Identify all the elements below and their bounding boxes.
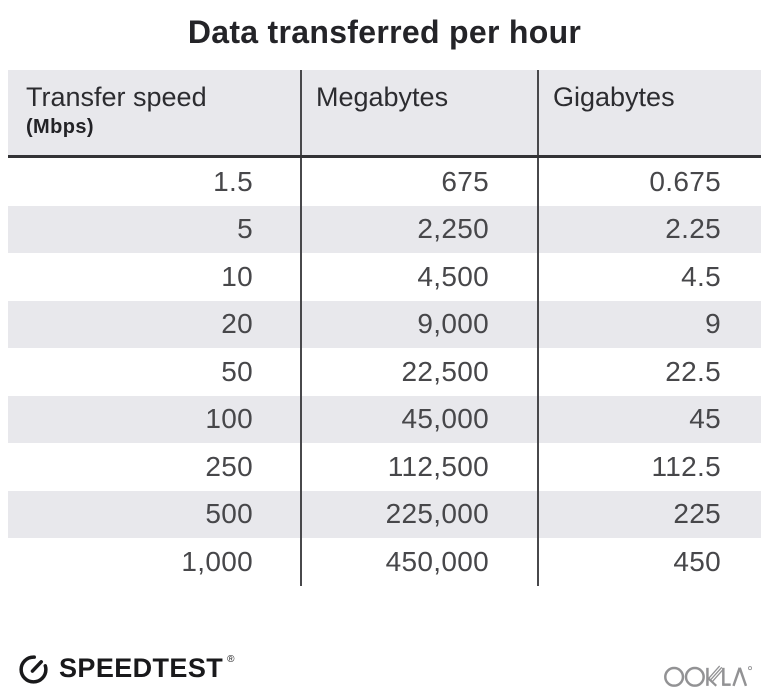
gigabytes-cell: 225 (673, 498, 721, 530)
speed-cell: 10 (8, 253, 302, 301)
megabytes-cell: 22,500 (302, 348, 539, 396)
speed-cell: 50 (8, 348, 302, 396)
ookla-wordmark-icon (664, 665, 752, 687)
speedtest-wordmark: SPEEDTEST (59, 653, 224, 683)
speed-cell: 1.5 (8, 158, 302, 206)
table-row: 10 4,500 4.5 (8, 253, 761, 301)
header-megabytes: Megabytes (302, 70, 539, 155)
megabytes-cell: 4,500 (302, 253, 539, 301)
speedtest-gauge-icon (17, 652, 50, 685)
megabytes-cell: 225,000 (302, 490, 539, 538)
gigabytes-cell: 45 (689, 403, 721, 435)
megabytes-cell: 450,000 (302, 538, 539, 586)
header-transfer-speed-label: Transfer speed (26, 82, 207, 112)
header-transfer-speed: Transfer speed (Mbps) (8, 70, 302, 155)
megabytes-cell: 9,000 (302, 300, 539, 348)
megabytes-cell: 2,250 (302, 205, 539, 253)
header-mbps-unit: (Mbps) (26, 116, 94, 139)
page-title: Data transferred per hour (187, 14, 582, 50)
speed-cell: 100 (8, 395, 302, 443)
speed-cell: 20 (8, 300, 302, 348)
table-row: 20 9,000 9 (8, 300, 761, 348)
gigabytes-cell: 22.5 (665, 355, 721, 387)
megabytes-cell: 112,500 (302, 443, 539, 491)
megabytes-cell: 45,000 (302, 395, 539, 443)
table-row: 1,000 450,000 450 (8, 538, 761, 586)
registered-trademark-icon: ® (227, 654, 235, 665)
gigabytes-cell: 112.5 (651, 450, 721, 482)
table-row: 50 22,500 22.5 (8, 348, 761, 396)
gigabytes-cell: 450 (673, 545, 721, 577)
speed-cell: 5 (8, 205, 302, 253)
speedtest-logo: SPEEDTEST ® (17, 652, 235, 685)
data-table: Transfer speed (Mbps) Megabytes Gigabyte… (8, 70, 761, 586)
table-header-row: Transfer speed (Mbps) Megabytes Gigabyte… (8, 70, 761, 158)
table-row: 1.5 675 0.675 (8, 158, 761, 206)
table-row: 500 225,000 225 (8, 490, 761, 538)
table-row: 100 45,000 45 (8, 395, 761, 443)
table-row: 5 2,250 2.25 (8, 205, 761, 253)
gigabytes-cell: 0.675 (649, 165, 721, 197)
gigabytes-cell: 9 (705, 308, 721, 340)
ookla-logo (664, 660, 756, 695)
megabytes-cell: 675 (302, 158, 539, 206)
gigabytes-cell: 4.5 (681, 260, 721, 292)
gigabytes-cell: 2.25 (665, 213, 721, 245)
header-gigabytes: Gigabytes (553, 82, 675, 112)
speed-cell: 250 (8, 443, 302, 491)
table-row: 250 112,500 112.5 (8, 443, 761, 491)
speed-cell: 500 (8, 490, 302, 538)
speed-cell: 1,000 (8, 538, 302, 586)
